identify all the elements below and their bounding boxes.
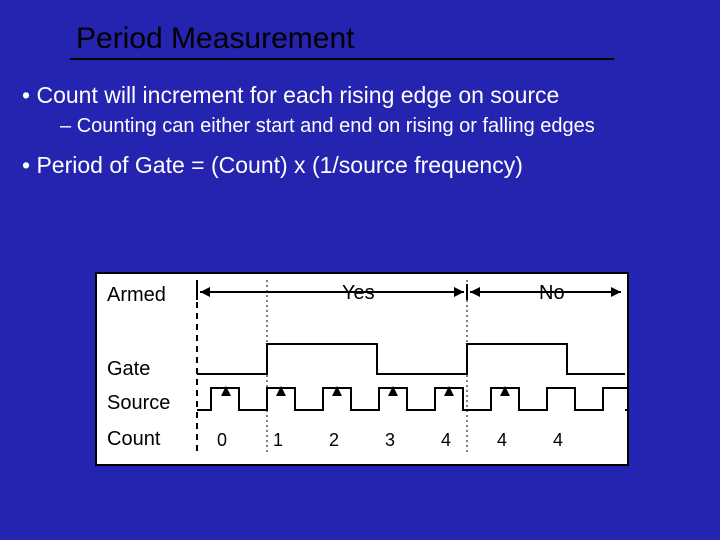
bullet-1-sub: Counting can either start and end on ris… xyxy=(60,115,720,138)
svg-text:1: 1 xyxy=(273,430,283,450)
bullet-1: Count will increment for each rising edg… xyxy=(22,82,720,109)
bullet-list: Count will increment for each rising edg… xyxy=(0,60,720,179)
page-title: Period Measurement xyxy=(70,22,614,60)
svg-text:2: 2 xyxy=(329,430,339,450)
svg-text:4: 4 xyxy=(553,430,563,450)
svg-text:4: 4 xyxy=(441,430,451,450)
timing-svg: 0 1 2 3 4 4 4 xyxy=(97,274,627,464)
svg-text:0: 0 xyxy=(217,430,227,450)
svg-text:4: 4 xyxy=(497,430,507,450)
svg-text:3: 3 xyxy=(385,430,395,450)
timing-diagram: Armed Gate Source Count Yes No 0123444 xyxy=(95,272,629,466)
bullet-2: Period of Gate = (Count) x (1/source fre… xyxy=(22,152,720,179)
